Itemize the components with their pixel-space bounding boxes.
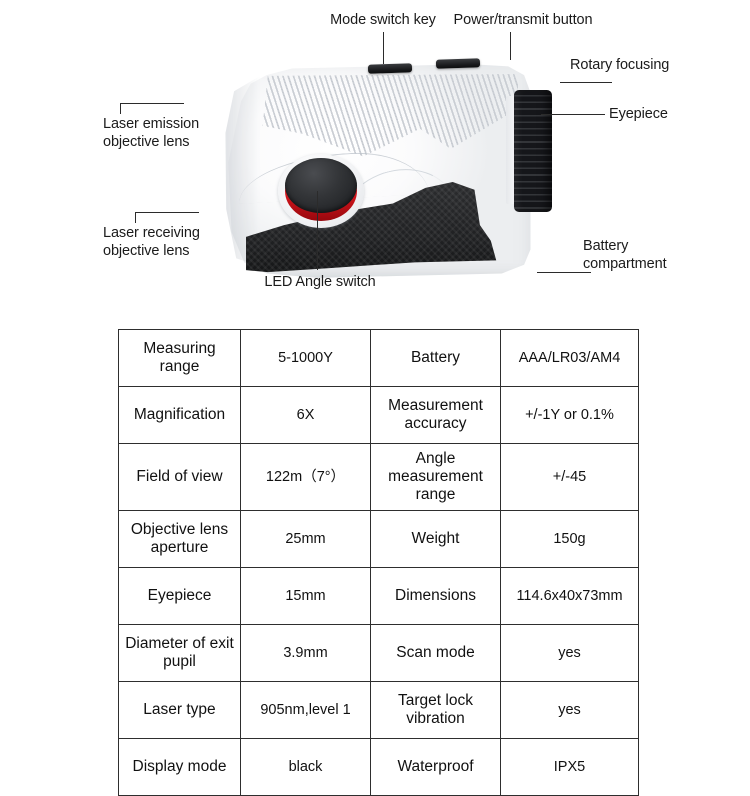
table-row: Laser type 905nm,level 1 Target lock vib… xyxy=(118,680,639,739)
spec-label: Scan mode xyxy=(370,623,501,682)
spec-value: yes xyxy=(500,680,639,739)
spec-value: +/-45 xyxy=(500,443,639,511)
spec-value: black xyxy=(240,737,371,796)
spec-label: Field of view xyxy=(118,443,241,511)
spec-label: Dimensions xyxy=(370,566,501,625)
product-diagram: Mode switch key Power/transmit button Ro… xyxy=(0,0,750,318)
leader-line-power-transmit-button xyxy=(510,32,512,60)
mode-switch-key-button[interactable] xyxy=(367,63,413,74)
table-row: Field of view 122m（7°） Angle measurement… xyxy=(118,443,639,511)
spec-label: Measuring range xyxy=(118,329,241,387)
table-row: Diameter of exit pupil 3.9mm Scan mode y… xyxy=(118,623,639,682)
leader-line-rotary-focusing xyxy=(560,82,612,84)
leader-line-led-angle-switch xyxy=(317,191,319,270)
spec-label: Display mode xyxy=(118,737,241,796)
callout-laser-receiving-objective-lens: Laser receiving objective lens xyxy=(103,225,200,259)
callout-laser-emission-objective-lens: Laser emission objective lens xyxy=(103,116,200,150)
spec-value: 5-1000Y xyxy=(240,329,371,387)
spec-value: 114.6x40x73mm xyxy=(500,566,639,625)
leader-line-eyepiece xyxy=(541,114,605,116)
spec-label: Diameter of exit pupil xyxy=(118,623,241,682)
callout-power-transmit-button: Power/transmit button xyxy=(453,12,593,28)
callout-mode-switch-key: Mode switch key xyxy=(330,12,436,28)
spec-label: Measurement accuracy xyxy=(370,386,501,444)
spec-label: Magnification xyxy=(118,386,241,444)
spec-value: yes xyxy=(500,623,639,682)
spec-value: 6X xyxy=(240,386,371,444)
callout-led-angle-switch: LED Angle switch xyxy=(264,274,376,290)
spec-value: 150g xyxy=(500,509,639,568)
spec-value: +/-1Y or 0.1% xyxy=(500,386,639,444)
leader-bracket-laser-receiving-objective-lens xyxy=(135,212,199,228)
spec-label: Battery xyxy=(370,329,501,387)
power-transmit-button[interactable] xyxy=(435,58,481,69)
spec-label: Angle measurement range xyxy=(370,443,501,511)
rangefinder-illustration xyxy=(222,58,562,282)
eyepiece-focus-barrel[interactable] xyxy=(514,90,552,212)
spec-value: IPX5 xyxy=(500,737,639,796)
spec-label: Eyepiece xyxy=(118,566,241,625)
spec-label: Weight xyxy=(370,509,501,568)
table-row: Objective lens aperture 25mm Weight 150g xyxy=(118,509,639,568)
table-row: Eyepiece 15mm Dimensions 114.6x40x73mm xyxy=(118,566,639,625)
leader-bracket-laser-emission-objective-lens xyxy=(120,103,184,119)
table-row: Magnification 6X Measurement accuracy +/… xyxy=(118,386,639,444)
led-angle-switch-lens[interactable] xyxy=(285,158,357,213)
spec-value: 122m（7°） xyxy=(240,443,371,511)
spec-label: Objective lens aperture xyxy=(118,509,241,568)
spec-value: 905nm,level 1 xyxy=(240,680,371,739)
spec-label: Target lock vibration xyxy=(370,680,501,739)
callout-battery-compartment: Battery compartment xyxy=(583,238,667,272)
specification-table: Measuring range 5-1000Y Battery AAA/LR03… xyxy=(118,329,639,796)
table-row: Measuring range 5-1000Y Battery AAA/LR03… xyxy=(118,329,639,387)
spec-value: 15mm xyxy=(240,566,371,625)
specification-table-body: Measuring range 5-1000Y Battery AAA/LR03… xyxy=(118,329,639,796)
spec-label: Laser type xyxy=(118,680,241,739)
spec-label: Waterproof xyxy=(370,737,501,796)
spec-value: 25mm xyxy=(240,509,371,568)
spec-value: AAA/LR03/AM4 xyxy=(500,329,639,387)
callout-rotary-focusing: Rotary focusing xyxy=(570,57,670,73)
spec-value: 3.9mm xyxy=(240,623,371,682)
leader-line-battery-compartment xyxy=(537,272,591,274)
leader-line-mode-switch-key xyxy=(383,32,385,64)
callout-eyepiece: Eyepiece xyxy=(609,106,668,122)
table-row: Display mode black Waterproof IPX5 xyxy=(118,737,639,796)
